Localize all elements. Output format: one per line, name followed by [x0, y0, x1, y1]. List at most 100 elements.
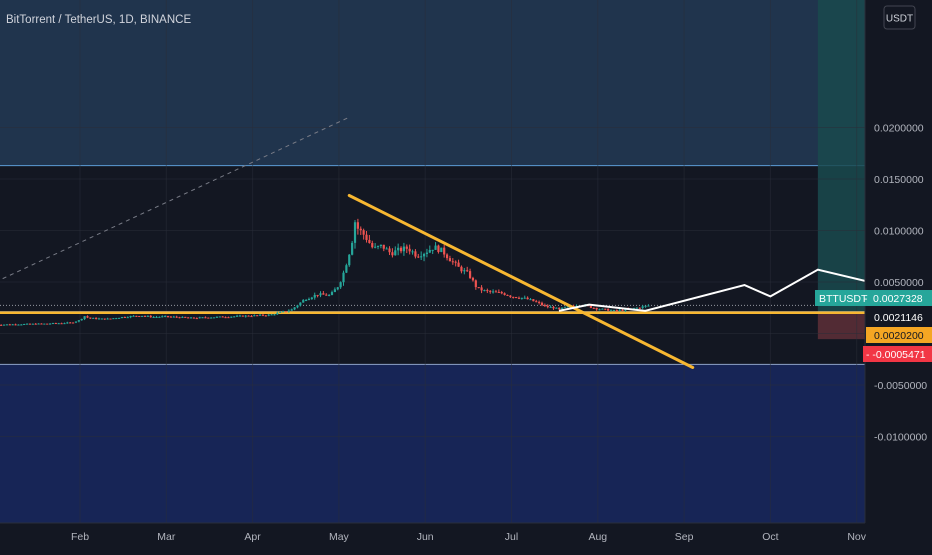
candle-up — [198, 317, 201, 319]
candle-down — [261, 314, 265, 316]
currency-button[interactable]: USDT — [883, 5, 916, 30]
upper-range-band[interactable] — [0, 0, 865, 166]
candle-down — [284, 311, 288, 313]
candle-up — [164, 315, 167, 317]
candle-down — [356, 222, 359, 229]
candle-up — [299, 302, 302, 306]
candle-down — [454, 261, 457, 263]
candle-up — [120, 317, 124, 319]
last-price-tag-bg — [815, 290, 932, 306]
candle-down — [135, 315, 138, 317]
candle-down — [175, 316, 178, 318]
candle-up — [330, 292, 334, 295]
candle-down — [607, 308, 610, 311]
candle-up — [293, 307, 296, 310]
candle-down — [359, 228, 362, 231]
candle-down — [388, 248, 391, 253]
stop-loss-tag[interactable]: - -0.0005471 — [863, 346, 932, 362]
horizontal-line-tag[interactable]: 0.0021146 — [866, 309, 932, 325]
stop-loss-zone[interactable] — [817, 312, 865, 340]
candle-up — [92, 317, 95, 319]
price-tick-label: 0.0200000 — [874, 123, 924, 135]
profit-target-zone[interactable] — [817, 0, 865, 313]
candle-up — [230, 316, 233, 318]
candle-up — [287, 310, 290, 312]
candle-down — [0, 324, 3, 326]
candle-down — [451, 261, 454, 263]
candle-down — [443, 247, 446, 255]
currency-button-label[interactable]: USDT — [886, 14, 913, 25]
candle-down — [468, 271, 472, 278]
candle-up — [523, 297, 526, 299]
candle-up — [210, 317, 213, 319]
candle-down — [95, 317, 98, 319]
candle-down — [604, 308, 607, 310]
candle-down — [204, 317, 207, 319]
candle-down — [486, 290, 489, 292]
candle-down — [515, 297, 518, 299]
candle-up — [339, 282, 342, 288]
candle-down — [399, 247, 403, 252]
last-price-tag[interactable]: BTTUSDT- 0.0027328 — [815, 290, 932, 306]
candle-up — [434, 245, 437, 250]
candle-up — [333, 289, 336, 293]
candle-down — [60, 323, 63, 325]
candle-up — [305, 300, 308, 302]
candle-up — [328, 294, 331, 296]
candle-up — [11, 324, 14, 326]
candle-down — [227, 317, 230, 319]
candle-down — [34, 323, 37, 325]
candle-up — [112, 318, 115, 320]
dashed-trend-line[interactable] — [0, 116, 350, 282]
candle-up — [66, 322, 69, 324]
candle-down — [54, 323, 57, 325]
candle-down — [14, 324, 17, 326]
candle-up — [212, 317, 216, 319]
candle-down — [500, 292, 503, 294]
horizontal-line-value: 0.0021146 — [874, 312, 923, 324]
candle-down — [178, 317, 181, 319]
candle-up — [141, 315, 144, 317]
descending-trend-line[interactable] — [347, 193, 695, 369]
candle-down — [460, 266, 463, 272]
candle-up — [561, 307, 564, 310]
time-tick-label: Sep — [675, 531, 694, 543]
candle-down — [592, 307, 595, 309]
candle-up — [155, 316, 158, 318]
candle-up — [74, 321, 78, 323]
candle-down — [138, 316, 141, 318]
time-axis-background[interactable] — [0, 523, 865, 550]
candle-up — [132, 315, 135, 317]
candle-down — [414, 251, 417, 257]
time-tick-label: Oct — [762, 531, 778, 543]
candle-up — [624, 308, 627, 311]
candle-up — [189, 317, 193, 319]
candle-up — [25, 323, 29, 325]
candle-up — [483, 290, 486, 292]
candle-down — [448, 258, 452, 262]
candle-up — [23, 323, 26, 325]
candle-up — [100, 318, 103, 320]
candle-up — [80, 318, 83, 321]
price-tick-label: 0.0150000 — [874, 174, 924, 186]
candle-up — [43, 323, 46, 325]
candle-down — [187, 317, 190, 319]
support-line-tag[interactable]: 0.0020200 — [866, 327, 932, 343]
price-tick-label: 0.0050000 — [874, 277, 924, 289]
candle-down — [169, 316, 173, 318]
candle-down — [615, 310, 618, 312]
candle-down — [184, 316, 187, 318]
price-axis-background[interactable] — [865, 0, 932, 550]
candle-up — [345, 265, 348, 273]
support-line-value: 0.0020200 — [874, 330, 924, 342]
candle-down — [408, 248, 411, 252]
candle-down — [457, 262, 460, 267]
candle-down — [517, 297, 521, 299]
lower-range-band[interactable] — [0, 364, 865, 523]
candle-up — [118, 317, 121, 319]
candle-down — [365, 234, 368, 240]
support-line-tag-bg — [866, 327, 932, 343]
candle-up — [374, 246, 377, 248]
last-price-dash: - — [864, 293, 868, 305]
